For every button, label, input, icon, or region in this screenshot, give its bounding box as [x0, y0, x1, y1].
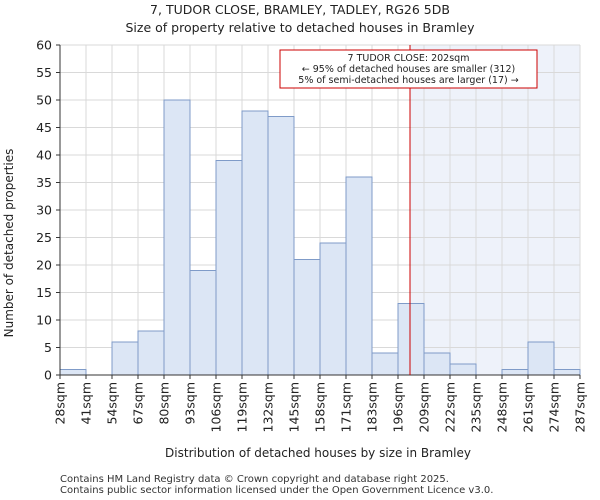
- histogram-bar: [59, 369, 87, 376]
- chart-title: 7, TUDOR CLOSE, BRAMLEY, TADLEY, RG26 5D…: [150, 2, 450, 17]
- y-tick-label: 60: [36, 38, 52, 53]
- footer-licence: Contains public sector information licen…: [60, 485, 494, 496]
- x-tick-label: 80sqm: [157, 382, 172, 425]
- histogram-bar: [553, 369, 581, 376]
- y-tick-label: 15: [36, 285, 52, 300]
- histogram-bar: [501, 369, 529, 376]
- y-tick-label: 25: [36, 230, 52, 245]
- histogram-bar: [189, 270, 217, 376]
- annotation-box: [279, 49, 538, 89]
- x-tick-label: 67sqm: [131, 382, 146, 425]
- histogram-bar: [423, 352, 451, 376]
- histogram-bar: [449, 363, 477, 376]
- y-tick-label: 45: [36, 120, 52, 135]
- x-tick-label: 235sqm: [469, 382, 484, 432]
- x-tick-label: 222sqm: [443, 382, 458, 432]
- x-axis-label: Distribution of detached houses by size …: [165, 446, 471, 460]
- y-tick-label: 5: [44, 340, 52, 355]
- x-tick-label: 209sqm: [417, 382, 432, 432]
- annotation-line: 5% of semi-detached houses are larger (1…: [298, 75, 518, 86]
- histogram-bar: [319, 242, 347, 376]
- x-tick-label: 183sqm: [365, 382, 380, 432]
- histogram-bar: [345, 176, 373, 376]
- y-tick-label: 10: [36, 313, 52, 328]
- x-tick-label: 41sqm: [79, 382, 94, 425]
- histogram-bar: [371, 352, 399, 376]
- footer-copyright: Contains HM Land Registry data © Crown c…: [60, 474, 449, 485]
- x-tick-label: 93sqm: [183, 382, 198, 425]
- x-tick-label: 132sqm: [261, 382, 276, 432]
- y-tick-label: 20: [36, 258, 52, 273]
- histogram-bar: [293, 259, 321, 376]
- y-tick-label: 35: [36, 175, 52, 190]
- y-axis-label: Number of detached properties: [2, 149, 16, 338]
- histogram-bar: [111, 341, 139, 376]
- histogram-bar: [527, 341, 555, 376]
- y-tick-label: 40: [36, 148, 52, 163]
- chart-subtitle: Size of property relative to detached ho…: [125, 20, 475, 35]
- annotation-line: 7 TUDOR CLOSE: 202sqm: [348, 53, 470, 64]
- histogram-bar: [267, 116, 295, 376]
- x-tick-label: 106sqm: [209, 382, 224, 432]
- x-tick-label: 54sqm: [105, 382, 120, 425]
- histogram-chart: 0 5 10 15 20 25 30 35 40 45 50 55 60 28sqm 41sqm 54sqm 6…: [2, 38, 588, 461]
- annotation-line: ← 95% of detached houses are smaller (31…: [302, 64, 515, 75]
- y-tick-label: 55: [36, 65, 52, 80]
- y-tick-label: 50: [36, 93, 52, 108]
- x-tick-label: 158sqm: [313, 382, 328, 432]
- x-tick-label: 287sqm: [573, 382, 588, 432]
- x-tick-label: 119sqm: [235, 382, 250, 432]
- histogram-bar: [215, 160, 243, 376]
- x-tick-label: 196sqm: [391, 382, 406, 432]
- x-tick-label: 171sqm: [339, 382, 354, 432]
- x-tick-label: 261sqm: [521, 382, 536, 432]
- histogram-bar: [397, 303, 425, 376]
- y-tick-label: 30: [36, 203, 52, 218]
- histogram-bar: [241, 110, 269, 376]
- histogram-bar: [163, 99, 191, 376]
- histogram-bar: [137, 330, 165, 376]
- y-tick-label: 0: [44, 368, 52, 383]
- x-tick-label: 28sqm: [53, 382, 68, 425]
- x-tick-label: 248sqm: [495, 382, 510, 432]
- x-tick-label: 145sqm: [287, 382, 302, 432]
- x-tick-label: 274sqm: [547, 382, 562, 432]
